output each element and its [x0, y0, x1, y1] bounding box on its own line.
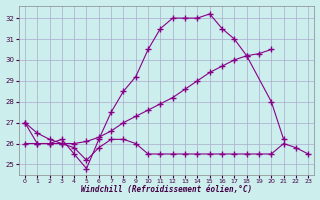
X-axis label: Windchill (Refroidissement éolien,°C): Windchill (Refroidissement éolien,°C): [81, 185, 252, 194]
